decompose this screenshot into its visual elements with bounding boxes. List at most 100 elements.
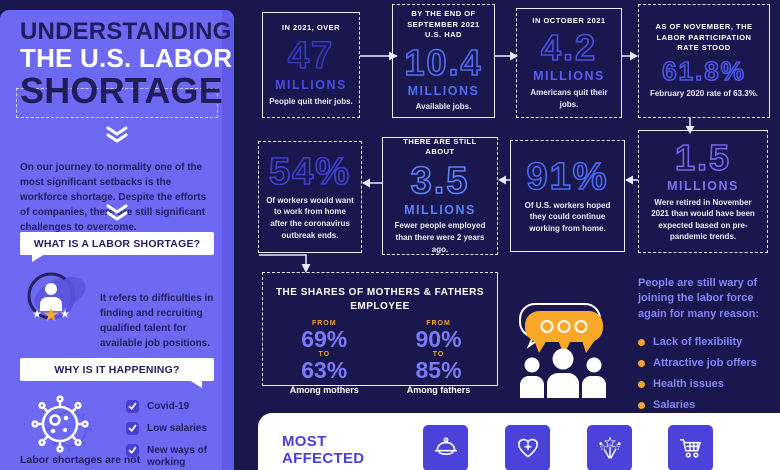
entertainment-tile: [587, 425, 632, 470]
shares-group-mothers: FROM 69% TO 63% Among mothers: [290, 320, 359, 395]
wary-block: People are still wary of joining the lab…: [638, 276, 776, 420]
stat-caption: Of workers would want to work from home …: [266, 195, 354, 240]
reason-item-salaries: Low salaries: [126, 422, 226, 435]
bullet-dot-icon: [638, 380, 645, 388]
reason-item-new-ways: New ways of working: [126, 444, 226, 469]
stat-caption: Fewer people employed than there were 2 …: [394, 221, 486, 254]
wary-item-label: Salaries: [653, 399, 696, 412]
stat-value: 1.5: [674, 137, 732, 179]
wary-item-label: Attractive job offers: [653, 357, 757, 370]
to-value: 85%: [415, 357, 462, 384]
reason-label: Low salaries: [147, 423, 208, 434]
most-affected-title: MOST AFFECTED: [282, 433, 365, 467]
wary-item-label: Health issues: [653, 378, 724, 391]
reason-label: New ways of working: [147, 445, 208, 468]
stat-box-continue-remote: 91% Of U.S. workers hoped they could con…: [510, 140, 625, 252]
shares-heading: THE SHARES OF MOTHERS & FATHERS EMPLOYEE: [275, 287, 485, 312]
intro-text: On our journey to normality one of the m…: [20, 162, 207, 233]
to-label: TO: [318, 351, 331, 359]
chevron-down-icon: [106, 204, 128, 221]
stat-value: 10.4: [404, 41, 483, 83]
from-value: 90%: [415, 326, 462, 352]
stat-caption: People quit their jobs.: [269, 96, 353, 106]
stat-unit: MILLIONS: [407, 83, 480, 98]
shares-groups: FROM 69% TO 63% Among mothers FROM 90% T…: [263, 320, 497, 395]
flow-arrow-down-icon: [685, 117, 695, 134]
stat-value: 91%: [526, 155, 609, 198]
from-label: FROM: [426, 320, 451, 327]
title-line-2: THE U.S. LABOR: [20, 42, 233, 73]
reasons-checklist: Covid-19 Low salaries New ways of workin…: [126, 400, 226, 470]
what-is-banner: WHAT IS A LABOR SHORTAGE?: [20, 232, 214, 262]
stat-box-2021-quits: IN 2021, OVER 47 MILLIONS People quit th…: [262, 12, 360, 118]
wary-list: Lack of flexibility Attractive job offer…: [638, 336, 776, 411]
page-title: UNDERSTANDING THE U.S. LABOR SHORTAGE: [20, 18, 233, 111]
retail-tile: [668, 425, 713, 470]
stat-box-work-from-home-wish: 54% Of workers would want to work from h…: [258, 141, 362, 253]
most-affected-bar: MOST AFFECTED: [258, 413, 780, 470]
stat-value: 4.2: [540, 27, 598, 69]
flow-arrow-right-icon: [622, 51, 638, 61]
flow-arrow-left-icon: [498, 175, 510, 185]
stat-caption: Americans quit their jobs.: [530, 87, 608, 109]
stat-caption: Available jobs.: [415, 102, 472, 112]
title-line-1: UNDERSTANDING: [20, 18, 232, 45]
stat-label: BY THE END OF SEPTEMBER 2021 U.S. HAD: [407, 9, 480, 40]
people-group-icon: [520, 348, 606, 398]
what-is-description: It refers to difficulties in finding and…: [100, 293, 214, 349]
healthcare-tile: [505, 425, 550, 470]
reason-label: Covid-19: [147, 401, 190, 412]
checkbox-check-icon: [126, 400, 139, 413]
stat-unit: MILLIONS: [533, 69, 605, 84]
food-service-tile: [423, 425, 468, 470]
stat-box-participation-rate: AS OF NOVEMBER, THE LABOR PARTICIPATION …: [638, 4, 770, 118]
stat-value: 3.5: [410, 159, 470, 202]
bullet-dot-icon: [638, 401, 645, 409]
person-badge-icon: [27, 272, 86, 322]
wary-heading: People are still wary of joining the lab…: [638, 277, 760, 320]
stat-caption: Were retired in November 2021 than would…: [651, 197, 755, 242]
people-speech-bubble-illustration: [519, 303, 606, 398]
stat-box-fewer-employed: THERE ARE STILL ABOUT 3.5 MILLIONS Fewer…: [382, 137, 498, 255]
flow-arrow-elbow-down-icon: [259, 254, 311, 273]
stat-caption: February 2020 rate of 63.3%.: [649, 88, 759, 98]
shares-box: THE SHARES OF MOTHERS & FATHERS EMPLOYEE…: [262, 272, 498, 395]
wary-item: Salaries: [638, 399, 776, 411]
wary-item: Lack of flexibility: [638, 336, 776, 348]
sidebar-footer-text: Labor shortages are not: [20, 454, 141, 466]
wary-item: Health issues: [638, 378, 776, 390]
shares-group-fathers: FROM 90% TO 85% Among fathers: [407, 320, 471, 395]
reason-item-covid: Covid-19: [126, 400, 226, 413]
title-line-3: SHORTAGE: [20, 69, 223, 111]
wary-item: Attractive job offers: [638, 357, 776, 369]
stat-label: IN OCTOBER 2021: [532, 15, 606, 25]
flow-arrow-right-icon: [360, 51, 398, 61]
bullet-dot-icon: [638, 359, 645, 367]
to-value: 63%: [301, 357, 348, 384]
flow-arrow-right-icon: [495, 51, 518, 61]
fireworks-icon: [598, 436, 621, 459]
from-label: FROM: [311, 320, 337, 327]
stat-box-retired: 1.5 MILLIONS Were retired in November 20…: [638, 130, 768, 253]
why-banner: WHY IS IT HAPPENING?: [20, 358, 214, 388]
stat-value: 61.8%: [661, 55, 746, 86]
to-label: TO: [432, 351, 445, 359]
checkbox-check-icon: [126, 422, 139, 435]
group-caption: Among mothers: [289, 385, 359, 396]
stat-label: AS OF NOVEMBER, THE LABOR PARTICIPATION …: [655, 22, 753, 53]
sidebar: UNDERSTANDING THE U.S. LABOR SHORTAGE On…: [0, 10, 234, 470]
bullet-dot-icon: [638, 338, 645, 346]
speech-bubble-icon: [519, 303, 603, 355]
wary-item-label: Lack of flexibility: [653, 336, 743, 349]
stat-box-open-jobs: BY THE END OF SEPTEMBER 2021 U.S. HAD 10…: [392, 4, 495, 118]
food-cloche-icon: [434, 437, 457, 456]
from-value: 69%: [301, 326, 348, 352]
title-dashed-frame: [16, 88, 218, 118]
shopping-cart-icon: [679, 439, 701, 458]
group-caption: Among fathers: [406, 385, 471, 396]
stat-unit: MILLIONS: [275, 78, 347, 93]
flow-arrow-left-icon: [362, 178, 382, 188]
virus-icon: [31, 395, 92, 453]
chevron-down-icon: [106, 126, 128, 143]
